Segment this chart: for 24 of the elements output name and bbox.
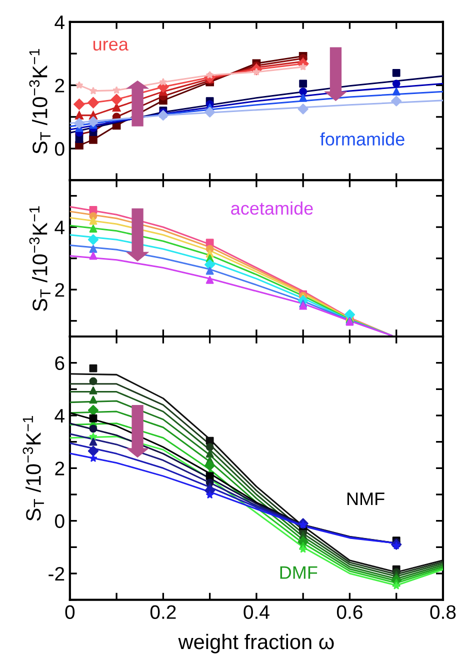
y-tick-label: -2 (48, 566, 64, 581)
y-tick-label: 2 (55, 283, 64, 297)
y-axis-title: S$_{T}$ /10$^{−3}$K$^{−1}$ (22, 416, 44, 521)
y-tick-label: 0 (55, 142, 64, 156)
y-tick-label: 4 (54, 409, 64, 423)
y-tick-label: 2 (55, 462, 64, 476)
x-tick-label: 0 (65, 605, 75, 619)
series-label: DMF (280, 566, 318, 579)
x-axis-title: weight fraction ω (178, 634, 334, 654)
x-tick-label: 0.4 (244, 605, 270, 619)
x-tick-label: 0.8 (430, 605, 456, 619)
y-tick-label: 4 (54, 220, 64, 234)
y-axis-title: S$_{T}$ /10$^{−3}$K$^{−1}$ (29, 48, 50, 154)
y-tick-label: 0 (55, 514, 64, 528)
x-tick-label: 0.2 (150, 605, 176, 619)
text: acetamide (231, 202, 313, 215)
y-tick-label: 4 (54, 16, 64, 29)
x-tick-label: 0.6 (336, 605, 362, 619)
text: urea (93, 40, 128, 51)
series-label: NMF (347, 492, 384, 506)
y-axis-title: S$_{T}$ /10$^{−3}$K$^{−1}$ (29, 206, 50, 311)
y-tick-label: 6 (55, 356, 64, 370)
y-tick-label: 2 (55, 78, 64, 92)
series-label: formamide (320, 132, 404, 146)
